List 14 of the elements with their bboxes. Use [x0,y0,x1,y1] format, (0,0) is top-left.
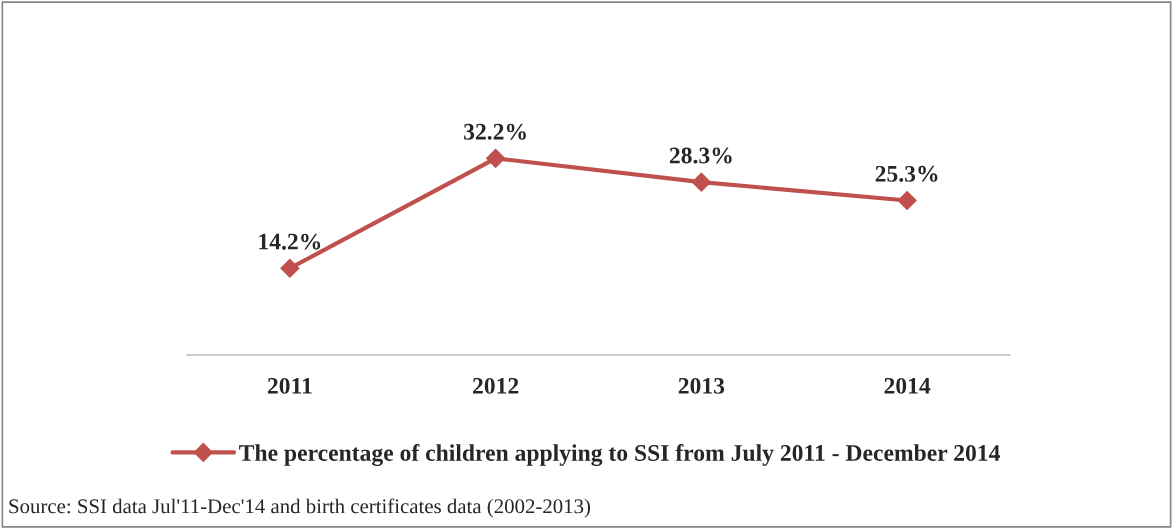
legend-label: The percentage of children applying to SSI from July 2011 - December 2014 [239,444,1000,466]
data-label: 32.2% [464,123,526,140]
data-label: 14.2% [259,233,321,250]
data-label: 25.3% [875,165,938,182]
x-tick-label: 2012 [473,377,519,394]
point [486,148,506,168]
x-tick-label: 2013 [678,377,725,394]
x-tick-label: 2011 [267,377,312,394]
source-note: Source: SSI data Jul'11-Dec'14 and birth certificates data (2002-2013) [9,498,591,518]
data-label: 28.3% [669,147,732,164]
point [691,172,711,192]
point [897,190,917,211]
point [280,258,300,278]
x-tick-label: 2014 [884,377,931,394]
